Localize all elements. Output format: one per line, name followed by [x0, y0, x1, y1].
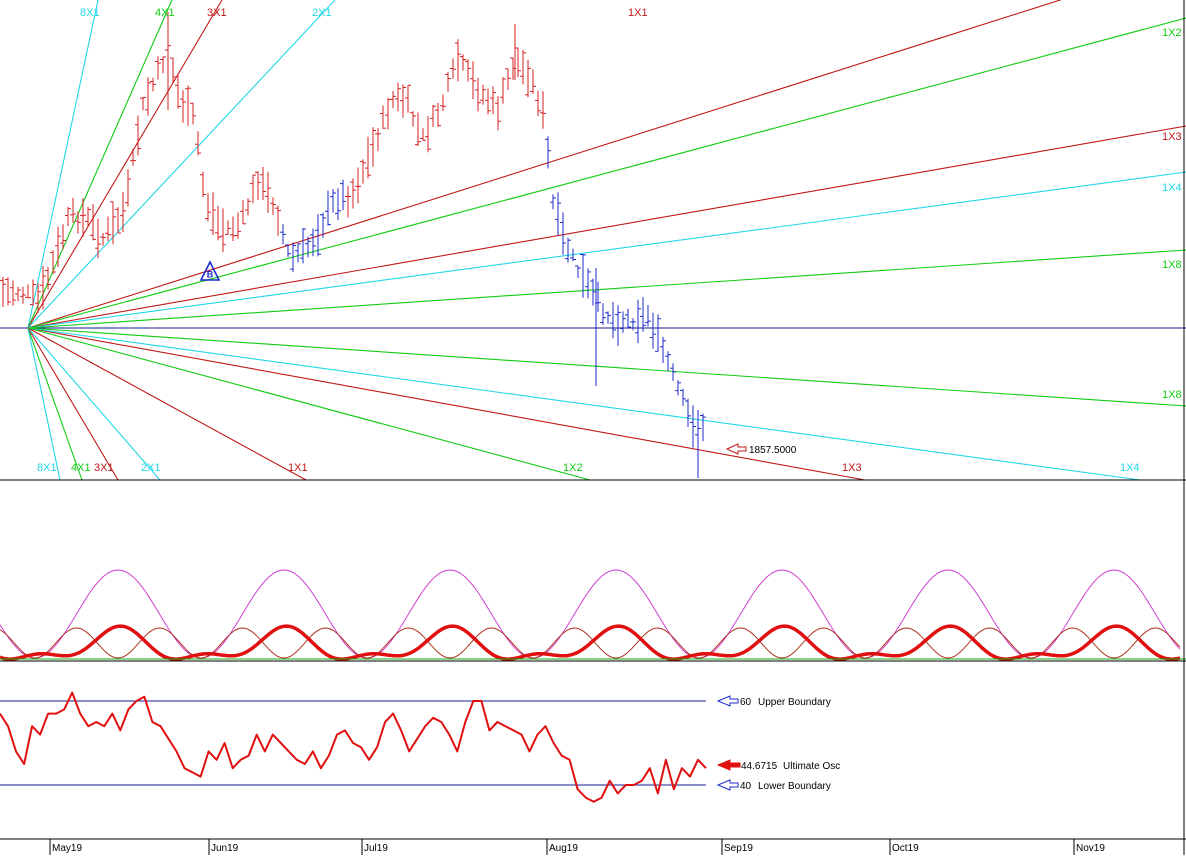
fan-label-lower: 2X1: [141, 462, 161, 474]
oscillator-panel: [0, 691, 707, 803]
fan-label-upper: 8X1: [80, 7, 100, 19]
fan-label-lower: 1X1: [288, 462, 308, 474]
fan-line: [27, 0, 99, 329]
fan-label-lower: 3X1: [94, 462, 114, 474]
fan-label-upper: 1X2: [1162, 27, 1182, 39]
time-axis-label: Nov19: [1076, 843, 1105, 854]
upper-boundary-label: Upper Boundary: [758, 697, 831, 708]
oscillator-legend: 60 Upper Boundary 44.6715 Ultimate Osc 4…: [716, 695, 840, 792]
upper-boundary-arrow-icon: [716, 695, 739, 707]
fan-line: [27, 171, 1186, 329]
time-axis-label: Jun19: [211, 843, 239, 854]
gann-fan-lines: [0, 0, 1186, 481]
marker-label: B: [207, 270, 214, 280]
fan-line: [27, 327, 61, 481]
fan-line: [27, 327, 591, 481]
last-price-label: 1857.5000: [749, 445, 797, 456]
time-axis-label: Sep19: [724, 843, 753, 854]
cycle-line-composite: [0, 624, 1181, 661]
time-axis-label: May19: [52, 843, 82, 854]
fan-line: [27, 327, 307, 481]
price-pointer: 1857.5000: [725, 443, 797, 456]
fan-label-upper: 1X8: [1162, 259, 1182, 271]
fan-label-upper: 3X1: [207, 7, 227, 19]
fan-line: [27, 327, 83, 481]
upper-boundary-value: 60: [740, 697, 752, 708]
fan-label-lower: 1X3: [842, 462, 862, 474]
cycle-line-thin: [0, 627, 1181, 659]
fan-line: [27, 125, 1186, 329]
oscillator-label: Ultimate Osc: [783, 761, 840, 772]
price-bars: [0, 12, 706, 478]
time-axis-label: Aug19: [549, 843, 578, 854]
time-axis-label: Oct19: [892, 843, 919, 854]
oscillator-value: 44.6715: [741, 761, 778, 772]
time-axis-label: Jul19: [364, 843, 388, 854]
b-triangle-icon: [199, 260, 221, 281]
fan-label-upper: 4X1: [155, 7, 175, 19]
fan-label-lower: 4X1: [71, 462, 91, 474]
fan-label-lower: 1X4: [1120, 462, 1140, 474]
fan-line: [27, 327, 866, 481]
fan-label-lower: 8X1: [37, 462, 57, 474]
lower-boundary-value: 40: [740, 781, 752, 792]
price-arrow-icon: [725, 443, 747, 455]
fan-line: [27, 0, 336, 329]
fan-line: [27, 327, 1186, 407]
fan-label-upper: 1X1: [628, 7, 648, 19]
fan-label-lower: 1X8: [1162, 389, 1182, 401]
fan-label-upper: 2X1: [312, 7, 332, 19]
fan-label-upper: 1X3: [1162, 131, 1182, 143]
ultimate-osc-line: [0, 691, 707, 803]
fan-line: [27, 327, 1141, 481]
time-axis: May19 Jun19 Jul19 Aug19 Sep19 Oct19 Nov19: [49, 839, 1105, 855]
lower-boundary-label: Lower Boundary: [758, 781, 831, 792]
signal-marker: B: [199, 260, 221, 281]
fan-line: [27, 17, 1186, 329]
fan-line: [27, 327, 119, 481]
fan-label-lower: 1X2: [563, 462, 583, 474]
cycle-panel: [0, 569, 1181, 661]
fan-line: [27, 0, 1062, 329]
fan-line: [27, 0, 173, 329]
fan-line: [27, 0, 223, 329]
fan-label-upper: 1X4: [1162, 182, 1182, 194]
oscillator-arrow-icon: [716, 759, 741, 771]
fan-line: [27, 249, 1186, 329]
fan-line: [27, 327, 161, 481]
lower-boundary-arrow-icon: [716, 779, 739, 791]
